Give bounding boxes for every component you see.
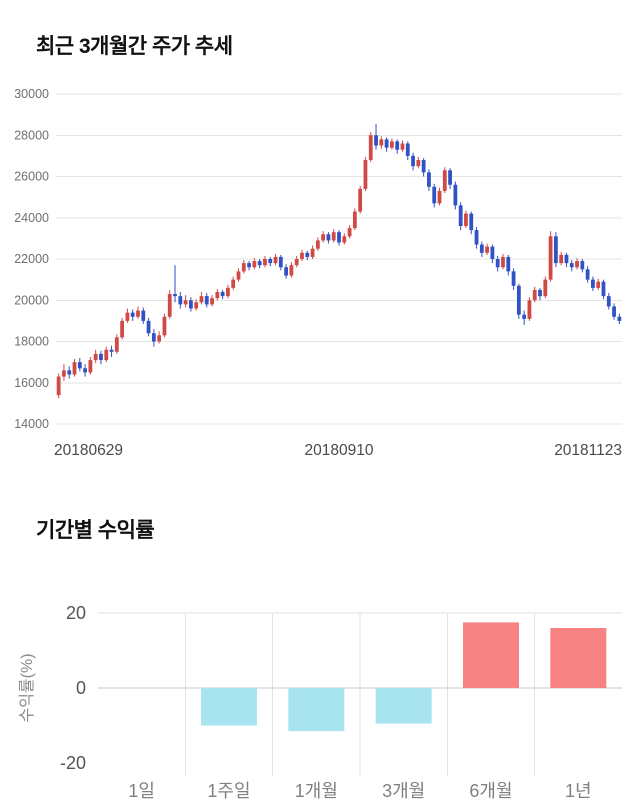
- svg-text:16000: 16000: [14, 376, 49, 390]
- svg-text:20180910: 20180910: [305, 442, 374, 459]
- svg-text:28000: 28000: [14, 128, 49, 142]
- svg-text:30000: 30000: [14, 87, 49, 101]
- svg-text:20180629: 20180629: [54, 442, 123, 459]
- price-candlestick-chart: 30000 28000 26000 24000 22000 20000 18000 16000…: [14, 87, 622, 459]
- svg-text:0: 0: [76, 678, 86, 698]
- svg-text:14000: 14000: [14, 417, 49, 431]
- svg-text:22000: 22000: [14, 252, 49, 266]
- svg-text:20000: 20000: [14, 293, 49, 307]
- svg-text:26000: 26000: [14, 170, 49, 184]
- returns-chart-title: 기간별 수익률: [36, 519, 155, 542]
- svg-text:1일: 1일: [128, 781, 155, 801]
- svg-text:1년: 1년: [565, 781, 592, 801]
- svg-text:1주일: 1주일: [207, 781, 250, 801]
- svg-text:20181123: 20181123: [554, 442, 622, 459]
- svg-text:수익률(%): 수익률(%): [18, 653, 36, 722]
- svg-text:6개월: 6개월: [469, 781, 512, 801]
- svg-text:3개월: 3개월: [382, 781, 425, 801]
- svg-text:24000: 24000: [14, 211, 49, 225]
- returns-bar-chart: 20 0 -20 수익률(%) 1일 1주일 1개월 3개월 6개월 1년: [18, 603, 622, 801]
- svg-text:18000: 18000: [14, 335, 49, 349]
- svg-text:1개월: 1개월: [295, 781, 338, 801]
- price-chart-title: 최근 3개월간 주가 추세: [36, 35, 233, 58]
- svg-text:-20: -20: [60, 753, 86, 773]
- svg-text:20: 20: [66, 603, 86, 623]
